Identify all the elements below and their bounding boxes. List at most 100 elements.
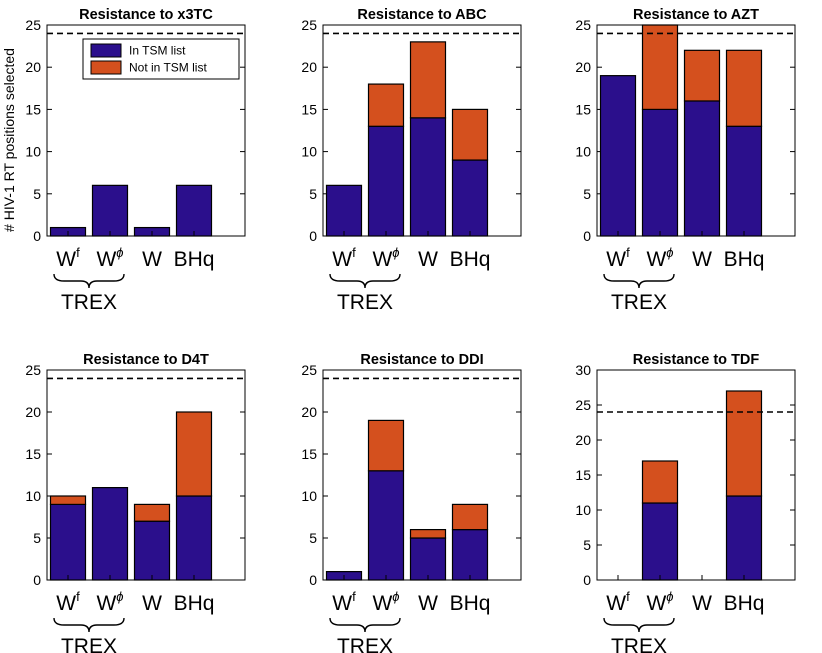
bar-in-tsm-1 [49, 503, 87, 581]
bar-not-in-tsm-2 [641, 24, 679, 111]
y-tick-label: 5 [309, 530, 317, 546]
bar-in-tsm-2 [91, 184, 129, 237]
category-label-1: Wf [56, 245, 80, 271]
y-tick-label: 15 [301, 101, 317, 117]
bar-in-tsm-4 [725, 495, 763, 581]
y-tick-label: 0 [33, 572, 41, 588]
y-tick-label: 0 [583, 572, 591, 588]
bar-in-tsm-2 [367, 470, 405, 581]
bar-not-in-tsm-4 [725, 390, 763, 497]
y-tick-label: 15 [25, 101, 41, 117]
category-label-3: W [142, 248, 162, 271]
category-label-3: W [692, 592, 712, 615]
trex-group-label: TREX [61, 291, 117, 314]
legend-label-not-in-tsm: Not in TSM list [129, 61, 207, 75]
bar-in-tsm-2 [641, 108, 679, 237]
bar-in-tsm-3 [409, 117, 447, 237]
bar-in-tsm-4 [175, 495, 213, 581]
bar-not-in-tsm-2 [367, 419, 405, 472]
category-label-2: Wϕ [372, 245, 399, 271]
category-label-3: W [418, 592, 438, 615]
category-label-1: Wf [332, 245, 356, 271]
y-tick-label: 15 [575, 101, 591, 117]
y-tick-label: 15 [575, 467, 591, 483]
y-tick-label: 15 [301, 446, 317, 462]
y-tick-label: 25 [575, 17, 591, 33]
y-tick-label: 0 [309, 572, 317, 588]
category-label-1: Wf [606, 245, 630, 271]
panel-resistance-to-azt: Resistance to AZT 0 5 10 15 20 25 Wf Wϕ W BHq TREX [575, 7, 796, 314]
y-tick-label: 10 [301, 488, 317, 504]
panel-title: Resistance to ABC [357, 7, 487, 23]
category-label-2: Wϕ [646, 245, 673, 271]
trex-brace [603, 273, 675, 289]
category-label-3: W [418, 248, 438, 271]
bar-not-in-tsm-2 [367, 83, 405, 127]
trex-group-label: TREX [611, 291, 667, 314]
panel-resistance-to-abc: Resistance to ABC 0 5 10 15 20 25 Wf Wϕ W BHq TREX [301, 7, 522, 314]
category-label-4: BHq [174, 592, 215, 615]
panel-title: Resistance to AZT [633, 7, 759, 23]
bar-in-tsm-2 [641, 502, 679, 581]
category-label-2: Wϕ [372, 589, 399, 615]
bar-in-tsm-3 [133, 520, 171, 581]
bar-in-tsm-4 [451, 159, 489, 237]
trex-group-label: TREX [337, 291, 393, 314]
y-tick-label: 25 [301, 17, 317, 33]
bar-in-tsm-2 [91, 487, 129, 581]
category-label-3: W [692, 248, 712, 271]
bar-not-in-tsm-3 [409, 41, 447, 119]
panel-resistance-to-d4t: Resistance to D4T 0 5 10 15 20 25 Wf Wϕ W BHq TREX [25, 352, 246, 653]
bar-not-in-tsm-4 [451, 503, 489, 531]
y-tick-label: 15 [25, 446, 41, 462]
legend-swatch-in-tsm [90, 43, 122, 58]
category-label-2: Wϕ [96, 589, 123, 615]
y-tick-label: 30 [575, 362, 591, 378]
category-label-4: BHq [724, 592, 765, 615]
panel-title: Resistance to TDF [633, 352, 760, 368]
bar-in-tsm-1 [325, 184, 363, 237]
bar-not-in-tsm-3 [133, 503, 171, 522]
legend-label-in-tsm: In TSM list [129, 44, 186, 58]
y-tick-label: 5 [33, 530, 41, 546]
panel-resistance-to-tdf: Resistance to TDF 0 5 10 15 20 25 30 Wf Wϕ W BHq TRE… [575, 352, 796, 653]
y-tick-label: 20 [301, 59, 317, 75]
y-tick-label: 5 [583, 186, 591, 202]
panel-title: Resistance to DDI [360, 352, 483, 368]
category-label-2: Wϕ [96, 245, 123, 271]
y-tick-label: 5 [583, 537, 591, 553]
bar-not-in-tsm-1 [49, 495, 87, 505]
category-label-2: Wϕ [646, 589, 673, 615]
y-tick-label: 10 [575, 144, 591, 160]
panel-title: Resistance to D4T [83, 352, 209, 368]
bar-in-tsm-1 [599, 75, 637, 237]
bar-in-tsm-4 [451, 528, 489, 581]
trex-brace [329, 273, 401, 289]
bar-not-in-tsm-2 [641, 460, 679, 504]
y-axis-label: # HIV-1 RT positions selected [1, 48, 17, 232]
bar-not-in-tsm-4 [451, 108, 489, 161]
bar-in-tsm-4 [175, 184, 213, 237]
legend: In TSM list Not in TSM list [82, 38, 240, 80]
y-tick-label: 25 [25, 362, 41, 378]
y-tick-label: 0 [33, 228, 41, 244]
bar-not-in-tsm-4 [725, 49, 763, 127]
category-label-4: BHq [174, 248, 215, 271]
category-label-3: W [142, 592, 162, 615]
trex-brace [53, 617, 125, 633]
y-tick-label: 0 [583, 228, 591, 244]
bar-not-in-tsm-3 [409, 528, 447, 539]
y-tick-label: 5 [33, 186, 41, 202]
category-label-1: Wf [56, 589, 80, 615]
bar-not-in-tsm-4 [175, 411, 213, 497]
category-label-4: BHq [450, 248, 491, 271]
y-tick-label: 20 [301, 404, 317, 420]
panel-resistance-to-ddi: Resistance to DDI 0 5 10 15 20 25 Wf Wϕ W BHq TREX [301, 352, 522, 653]
y-tick-label: 25 [25, 17, 41, 33]
y-tick-label: 25 [575, 397, 591, 413]
bar-in-tsm-2 [367, 125, 405, 237]
bar-in-tsm-3 [683, 100, 721, 237]
y-tick-label: 10 [575, 502, 591, 518]
bar-not-in-tsm-3 [683, 49, 721, 102]
trex-group-label: TREX [337, 635, 393, 653]
